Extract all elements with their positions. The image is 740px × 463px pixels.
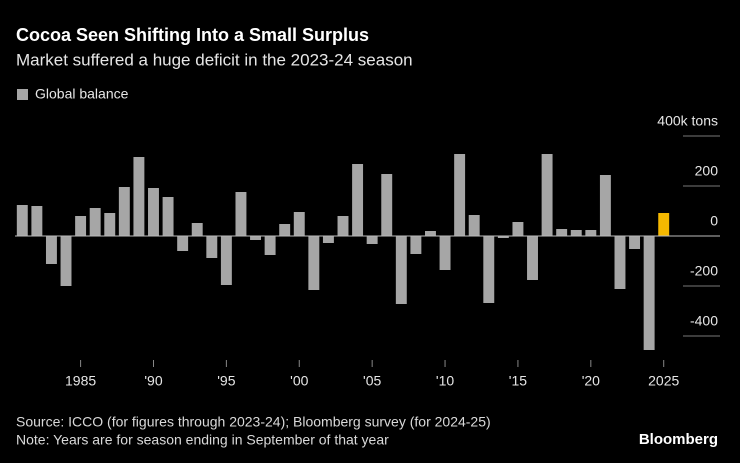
bar: [308, 236, 320, 290]
bar: [279, 224, 291, 236]
bar: [454, 154, 466, 236]
bar: [366, 236, 378, 244]
chart-title: Cocoa Seen Shifting Into a Small Surplus: [16, 25, 369, 45]
x-tick-label: 2025: [648, 373, 679, 389]
y-tick-label: -200: [690, 263, 718, 279]
legend-label: Global balance: [35, 86, 129, 102]
bar: [118, 187, 130, 236]
bar: [75, 216, 87, 236]
bar: [337, 216, 349, 236]
bar: [556, 229, 568, 236]
bar: [133, 157, 145, 236]
bar: [585, 230, 597, 236]
bar: [220, 236, 232, 285]
bar: [468, 215, 480, 236]
x-tick-label: '00: [290, 373, 308, 389]
bar: [352, 164, 364, 236]
x-tick-label: '90: [144, 373, 162, 389]
y-tick-label: -400: [690, 313, 718, 329]
bar: [104, 213, 116, 236]
bar: [293, 212, 305, 236]
x-tick-label: '20: [582, 373, 600, 389]
bar: [191, 223, 203, 236]
bar: [148, 188, 159, 236]
bar: [410, 236, 422, 254]
bar: [162, 197, 174, 236]
bar: [541, 154, 553, 236]
note: Note: Years are for season ending in Sep…: [16, 432, 389, 448]
bar: [629, 236, 641, 249]
bar: [16, 205, 28, 236]
bar: [381, 174, 393, 236]
source: Source: ICCO (for figures through 2023-2…: [16, 414, 491, 430]
x-tick-label: 1985: [65, 373, 96, 389]
bar: [235, 192, 247, 236]
bar: [45, 236, 57, 264]
x-tick-label: '15: [509, 373, 527, 389]
chart-subtitle: Market suffered a huge deficit in the 20…: [16, 50, 413, 69]
brand: Bloomberg: [639, 431, 718, 448]
bar: [60, 236, 72, 286]
bar: [497, 236, 509, 238]
bar: [658, 213, 670, 236]
bar: [439, 236, 451, 270]
bar: [89, 208, 101, 236]
bar: [395, 236, 407, 304]
bar: [177, 236, 189, 251]
x-tick-label: '05: [363, 373, 381, 389]
bar: [570, 230, 582, 236]
x-tick-label: '95: [217, 373, 235, 389]
legend-swatch: [17, 89, 28, 100]
y-tick-label: 400k tons: [657, 113, 718, 129]
bar: [264, 236, 276, 255]
bar: [643, 236, 655, 350]
bar: [527, 236, 538, 280]
bar: [599, 175, 611, 236]
bar: [425, 231, 436, 236]
bar: [322, 236, 334, 243]
bar: [206, 236, 218, 258]
bar: [250, 236, 261, 240]
bar: [483, 236, 495, 303]
y-tick-label: 200: [695, 163, 719, 179]
bar: [614, 236, 626, 289]
bar: [31, 206, 43, 236]
y-tick-label: 0: [710, 213, 718, 229]
bar: [512, 222, 524, 236]
x-tick-label: '10: [436, 373, 454, 389]
